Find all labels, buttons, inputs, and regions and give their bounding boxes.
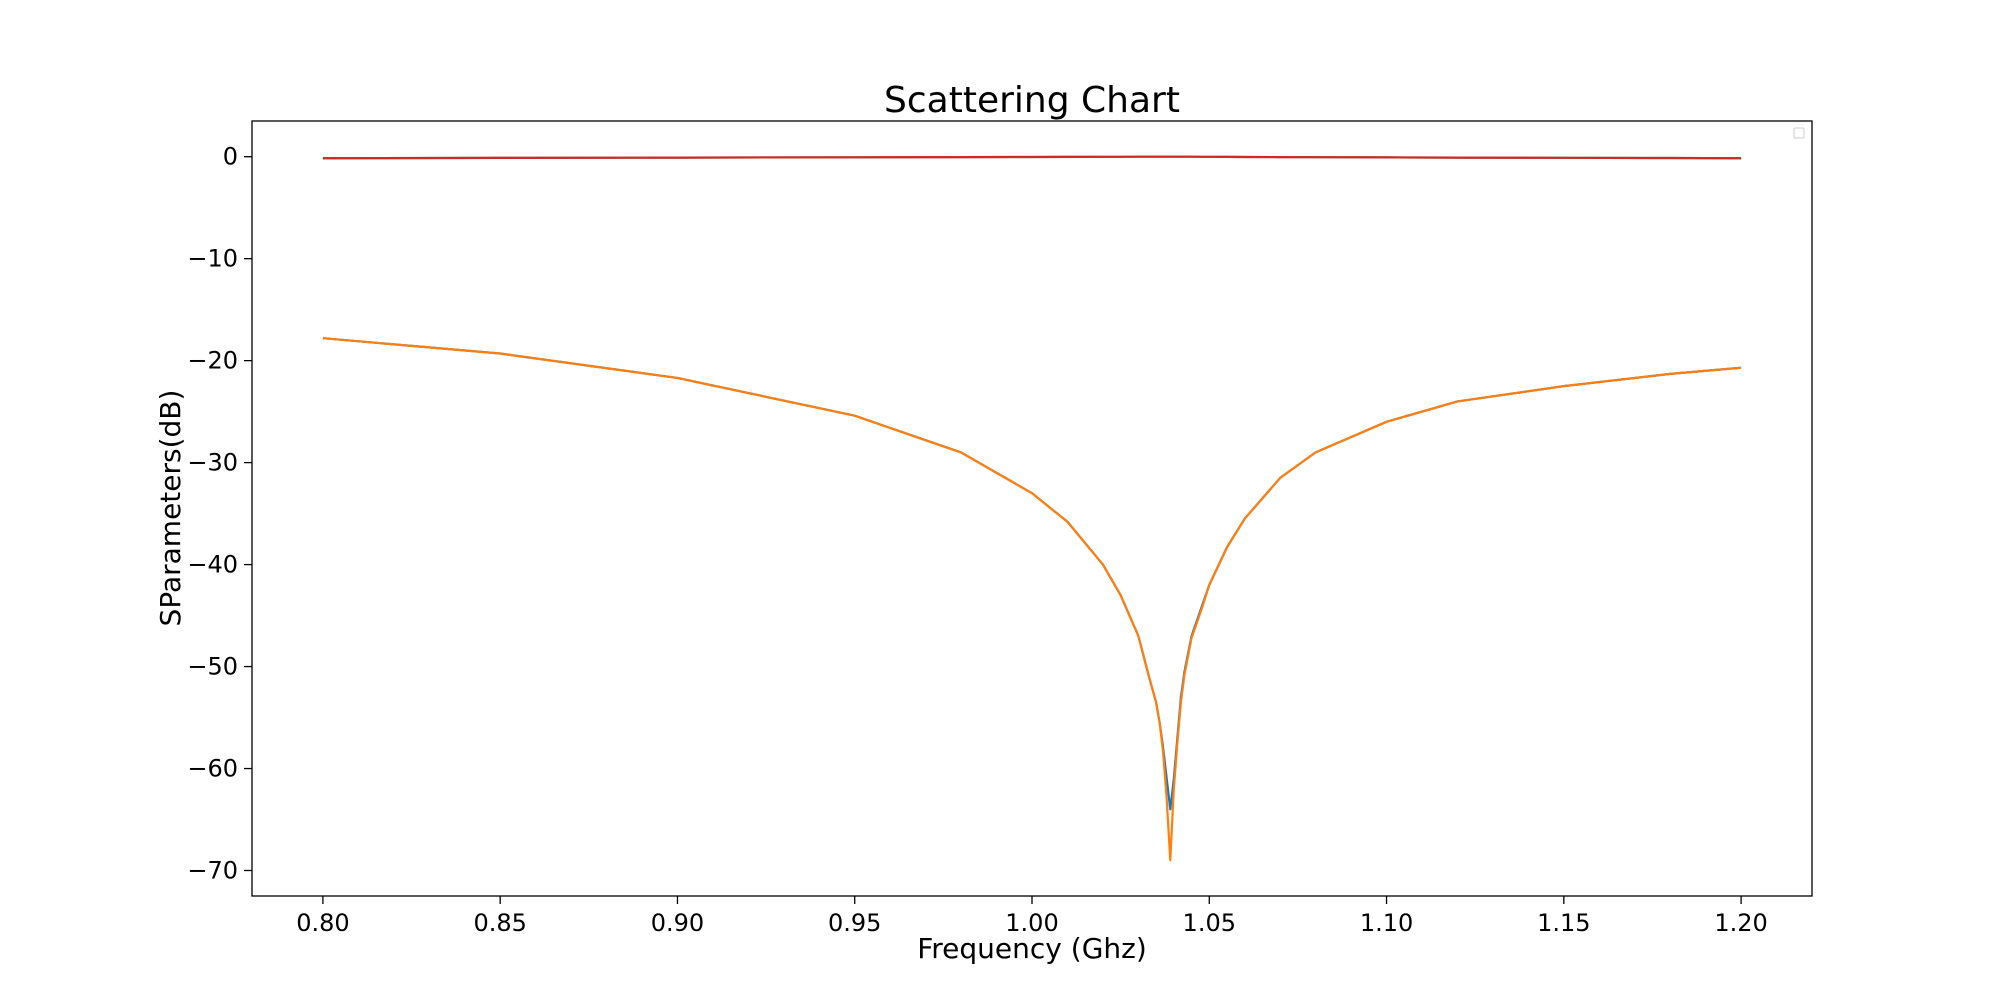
legend-box [1793,127,1805,139]
x-tick-label: 1.05 [1183,909,1236,937]
y-tick-label: −50 [187,653,238,681]
series-line-4 [322,155,1742,160]
y-tick-label: −60 [187,755,238,783]
x-tick-label: 1.20 [1714,909,1767,937]
series-line-2 [322,337,1742,862]
x-tick-label: 1.15 [1537,909,1590,937]
y-axis-ticks: 0 −10 −20 −30 −40 −50 −60 −70 [187,143,252,885]
x-tick-label: 1.10 [1360,909,1413,937]
y-tick-label: −30 [187,449,238,477]
x-tick-label: 0.90 [651,909,704,937]
x-tick-label: 0.85 [473,909,526,937]
y-tick-label: 0 [223,143,238,171]
y-axis-label: SParameters(dB) [154,390,187,627]
x-axis-label: Frequency (Ghz) [917,932,1147,965]
x-tick-label: 0.95 [828,909,881,937]
x-tick-label: 1.00 [1005,909,1058,937]
plot-frame [251,120,1813,897]
y-tick-label: −10 [187,245,238,273]
y-tick-label: −40 [187,551,238,579]
x-axis-ticks: 0.80 0.85 0.90 0.95 1.00 1.05 1.10 1.15 1.20 [296,896,1768,937]
x-tick-label: 0.80 [296,909,349,937]
series-line-1 [322,337,1742,811]
y-tick-label: −70 [187,857,238,885]
y-tick-label: −20 [187,347,238,375]
chart-title: Scattering Chart [884,80,1180,121]
plot-series-group [322,155,1742,862]
